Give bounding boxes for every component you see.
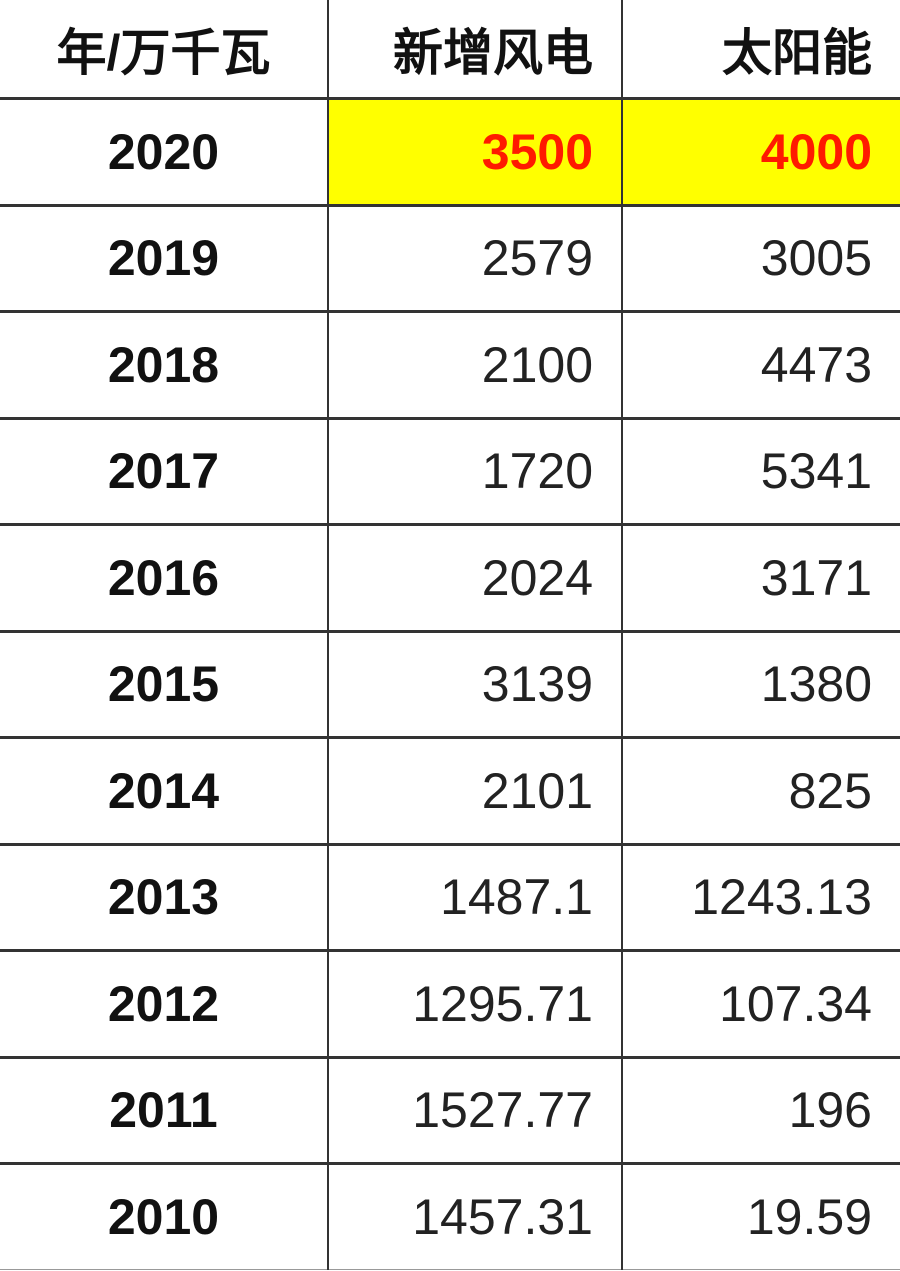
header-solar: 太阳能	[621, 0, 900, 100]
new-wind-cell: 1487.1	[327, 844, 622, 952]
solar-cell: 1243.13	[621, 844, 900, 952]
table-row: 2012 1295.71 107.34	[0, 950, 900, 1059]
solar-cell: 3005	[621, 205, 900, 313]
header-year-unit: 年/万千瓦	[0, 0, 328, 100]
new-wind-cell: 2579	[327, 205, 622, 313]
new-wind-cell: 3139	[327, 631, 622, 739]
solar-cell: 825	[621, 737, 900, 846]
solar-cell: 1380	[621, 631, 900, 739]
new-wind-cell: 1295.71	[327, 950, 622, 1059]
new-wind-cell: 2024	[327, 524, 622, 633]
solar-cell: 3171	[621, 524, 900, 633]
new-wind-cell: 2100	[327, 311, 622, 420]
new-wind-cell: 3500	[327, 98, 622, 207]
year-cell: 2017	[0, 418, 328, 526]
year-cell: 2015	[0, 631, 328, 739]
new-wind-cell: 1720	[327, 418, 622, 526]
year-cell: 2018	[0, 311, 328, 420]
table-row: 2015 3139 1380	[0, 631, 900, 739]
table-row: 2010 1457.31 19.59	[0, 1163, 900, 1270]
table-row: 2020 3500 4000	[0, 98, 900, 207]
header-row: 年/万千瓦 新增风电 太阳能	[0, 0, 900, 100]
year-cell: 2013	[0, 844, 328, 952]
solar-cell: 5341	[621, 418, 900, 526]
year-cell: 2010	[0, 1163, 328, 1270]
table-row: 2014 2101 825	[0, 737, 900, 846]
header-new-wind: 新增风电	[327, 0, 622, 100]
solar-cell: 19.59	[621, 1163, 900, 1270]
table-row: 2011 1527.77 196	[0, 1057, 900, 1165]
year-cell: 2012	[0, 950, 328, 1059]
year-cell: 2011	[0, 1057, 328, 1165]
table-row: 2019 2579 3005	[0, 205, 900, 313]
new-wind-cell: 2101	[327, 737, 622, 846]
year-cell: 2016	[0, 524, 328, 633]
solar-cell: 196	[621, 1057, 900, 1165]
solar-cell: 107.34	[621, 950, 900, 1059]
new-wind-cell: 1457.31	[327, 1163, 622, 1270]
solar-cell: 4000	[621, 98, 900, 207]
year-cell: 2019	[0, 205, 328, 313]
table-row: 2018 2100 4473	[0, 311, 900, 420]
table-row: 2017 1720 5341	[0, 418, 900, 526]
new-wind-cell: 1527.77	[327, 1057, 622, 1165]
solar-cell: 4473	[621, 311, 900, 420]
table-row: 2016 2024 3171	[0, 524, 900, 633]
table-row: 2013 1487.1 1243.13	[0, 844, 900, 952]
year-cell: 2020	[0, 98, 328, 207]
year-cell: 2014	[0, 737, 328, 846]
